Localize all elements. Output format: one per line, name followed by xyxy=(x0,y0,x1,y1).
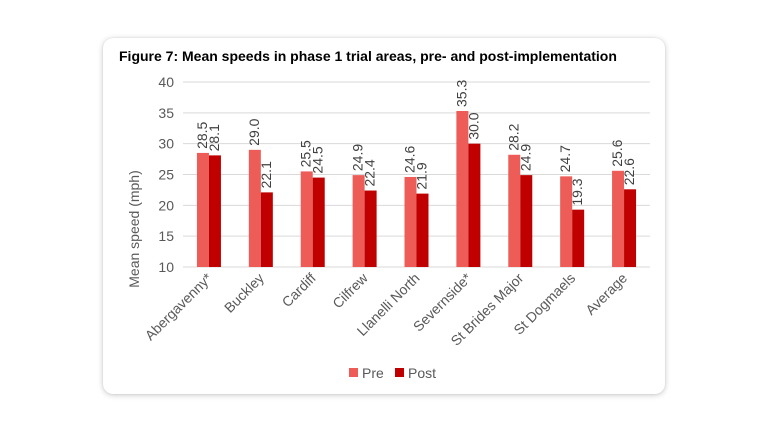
data-label: 22.4 xyxy=(362,159,378,186)
bar-pre xyxy=(456,110,469,267)
legend-swatch-post xyxy=(395,368,404,377)
data-label: 35.3 xyxy=(453,80,469,107)
bar-pre xyxy=(352,175,365,267)
bar-post xyxy=(572,209,585,267)
bar-post xyxy=(260,192,273,267)
bar-post xyxy=(624,189,637,267)
x-tick-label: Buckley xyxy=(221,270,267,316)
bar-chart: 10 15 20 25 30 35 40 Mean speed (mph) 28.528.1… xyxy=(126,74,650,381)
data-label: 25.6 xyxy=(609,139,625,166)
data-label: 24.5 xyxy=(310,146,326,173)
bar-post xyxy=(312,177,325,267)
chart-title: Figure 7: Mean speeds in phase 1 trial a… xyxy=(119,48,617,64)
bar-pre xyxy=(300,171,313,267)
y-tick-label: 35 xyxy=(158,105,174,121)
legend-label-post: Post xyxy=(408,365,436,381)
bar-pre xyxy=(508,154,521,267)
y-tick-label: 25 xyxy=(158,167,174,183)
y-tick-label: 40 xyxy=(158,74,174,90)
data-label: 24.6 xyxy=(402,146,418,173)
bar-post xyxy=(416,193,429,267)
bar-pre xyxy=(612,170,625,267)
bar-post xyxy=(468,143,481,267)
x-tick-label: Cilfrew xyxy=(329,269,371,311)
y-axis-label: Mean speed (mph) xyxy=(126,170,142,288)
data-label: 24.7 xyxy=(557,145,573,172)
data-label: 19.3 xyxy=(569,178,585,205)
x-tick-label: Cardiff xyxy=(279,270,319,310)
data-label: 22.6 xyxy=(621,158,637,185)
y-tick-label: 15 xyxy=(158,228,174,244)
data-label: 28.2 xyxy=(505,123,521,150)
data-label: 22.1 xyxy=(258,161,274,188)
data-label: 25.5 xyxy=(298,140,314,167)
bar-pre xyxy=(404,176,417,267)
bar-post xyxy=(520,175,533,267)
y-tick-label: 20 xyxy=(158,197,174,213)
legend-swatch-pre xyxy=(349,368,358,377)
x-tick-label: Average xyxy=(582,270,630,318)
bar-pre xyxy=(196,152,209,267)
chart-card: Figure 7: Mean speeds in phase 1 trial a… xyxy=(103,38,665,394)
data-label: 28.5 xyxy=(194,121,210,148)
data-label: 21.9 xyxy=(414,162,430,189)
data-label: 24.9 xyxy=(517,144,533,171)
data-label: 29.0 xyxy=(246,118,262,145)
x-tick-label: Abergavenny* xyxy=(142,269,216,343)
y-tick-label: 10 xyxy=(158,259,174,275)
bar-post xyxy=(208,155,221,267)
bar-pre xyxy=(560,176,573,267)
data-label: 28.1 xyxy=(206,124,222,151)
data-label: 24.9 xyxy=(350,144,366,171)
data-label: 30.0 xyxy=(465,112,481,139)
legend-label-pre: Pre xyxy=(362,365,384,381)
bar-post xyxy=(364,190,377,267)
bar-pre xyxy=(248,149,261,267)
y-tick-label: 30 xyxy=(158,136,174,152)
